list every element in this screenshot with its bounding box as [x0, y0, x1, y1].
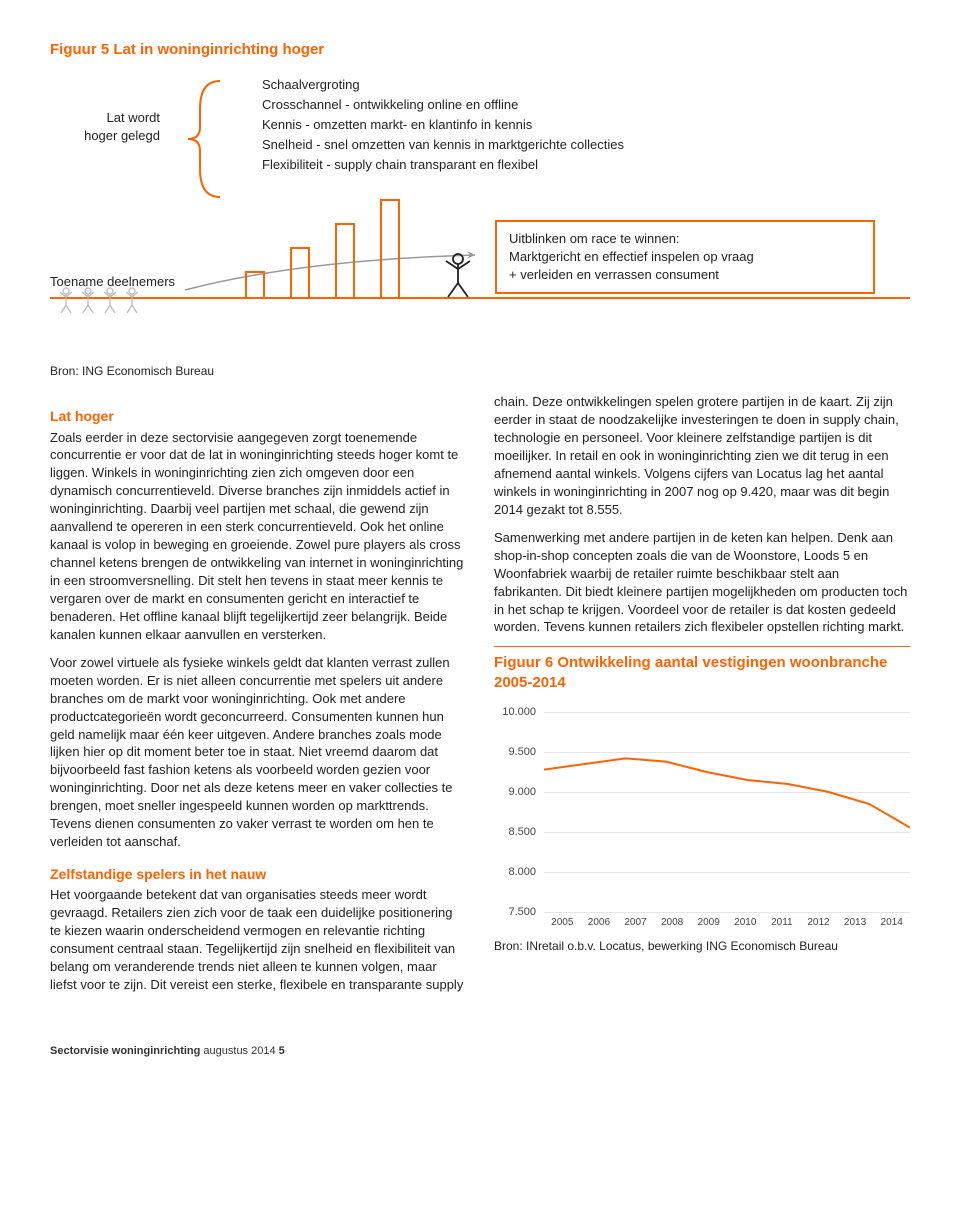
- x-tick-label: 2014: [873, 916, 910, 930]
- bar: [245, 271, 265, 299]
- bullet: Snelheid - snel omzetten van kennis in m…: [262, 135, 624, 155]
- para: Voor zowel virtuele als fysieke winkels …: [50, 654, 466, 851]
- figure5-diagram: Lat wordt hoger gelegd Schaalvergroting …: [50, 75, 910, 345]
- win-box: Uitblinken om race te winnen: Marktgeric…: [495, 220, 875, 294]
- y-tick-label: 8.000: [494, 865, 536, 880]
- y-tick-label: 9.000: [494, 785, 536, 800]
- x-tick-label: 2010: [727, 916, 764, 930]
- bullet-list: Schaalvergroting Crosschannel - ontwikke…: [262, 75, 624, 176]
- winner-stick-icon: [438, 251, 478, 301]
- para: chain. Deze ontwikkelingen spelen groter…: [494, 393, 910, 519]
- footer-light: augustus 2014: [200, 1045, 278, 1057]
- x-tick-label: 2008: [654, 916, 691, 930]
- bullet: Kennis - omzetten markt- en klantinfo in…: [262, 115, 624, 135]
- x-tick-label: 2013: [837, 916, 874, 930]
- figure5-title: Figuur 5 Lat in woninginrichting hoger: [50, 40, 910, 61]
- footer-bold: Sectorvisie woninginrichting: [50, 1045, 200, 1057]
- bullet: Schaalvergroting: [262, 75, 624, 95]
- body-columns: Lat hoger Zoals eerder in deze sectorvis…: [50, 393, 910, 1004]
- figure6-title: Figuur 6 Ontwikkeling aantal vestigingen…: [494, 653, 910, 692]
- figure6-chart: 10.0009.5009.0008.5008.0007.500 20052006…: [494, 712, 910, 930]
- y-tick-label: 9.500: [494, 745, 536, 760]
- x-tick-label: 2006: [581, 916, 618, 930]
- bullet: Crosschannel - ontwikkeling online en of…: [262, 95, 624, 115]
- lat-label: Lat wordt hoger gelegd: [50, 109, 160, 145]
- y-tick-label: 8.500: [494, 825, 536, 840]
- bar: [335, 223, 355, 299]
- bar: [290, 247, 310, 299]
- y-tick-label: 7.500: [494, 905, 536, 920]
- right-column: chain. Deze ontwikkelingen spelen groter…: [494, 393, 910, 1004]
- x-tick-label: 2005: [544, 916, 581, 930]
- para: Samenwerking met andere partijen in de k…: [494, 529, 910, 637]
- heading-zelfstandige: Zelfstandige spelers in het nauw: [50, 865, 466, 884]
- line-series: [544, 712, 910, 912]
- left-column: Lat hoger Zoals eerder in deze sectorvis…: [50, 393, 466, 1004]
- para: Het voorgaande betekent dat van organisa…: [50, 886, 466, 994]
- x-tick-label: 2007: [617, 916, 654, 930]
- y-tick-label: 10.000: [494, 705, 536, 720]
- figure5-source: Bron: ING Economisch Bureau: [50, 363, 910, 380]
- brace-icon: [170, 79, 230, 199]
- figure6-source: Bron: INretail o.b.v. Locatus, bewerking…: [494, 938, 910, 955]
- x-tick-label: 2009: [690, 916, 727, 930]
- page-footer: Sectorvisie woninginrichting augustus 20…: [50, 1044, 910, 1059]
- lat-l1: Lat wordt: [107, 110, 160, 125]
- bar: [380, 199, 400, 299]
- x-tick-label: 2011: [764, 916, 801, 930]
- lat-l2: hoger gelegd: [84, 128, 160, 143]
- winbox-l2: Marktgericht en effectief inspelen op vr…: [509, 248, 861, 266]
- footer-page: 5: [279, 1045, 285, 1057]
- bullet: Flexibiliteit - supply chain transparant…: [262, 155, 624, 175]
- x-tick-label: 2012: [800, 916, 837, 930]
- para: Zoals eerder in deze sectorvisie aangege…: [50, 429, 466, 644]
- winbox-l1: Uitblinken om race te winnen:: [509, 230, 861, 248]
- winbox-l3: + verleiden en verrassen consument: [509, 266, 861, 284]
- ground-line: [50, 297, 910, 299]
- heading-lat-hoger: Lat hoger: [50, 407, 466, 426]
- stick-figures-icon: [50, 287, 170, 321]
